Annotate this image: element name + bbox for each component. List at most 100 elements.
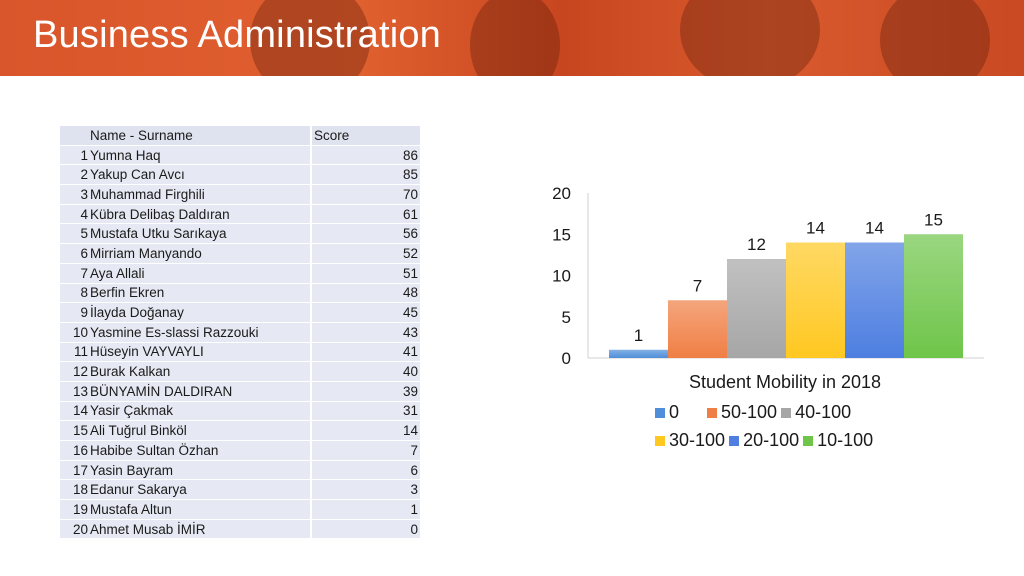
row-index: 1: [60, 145, 88, 166]
y-tick-label: 0: [562, 349, 571, 368]
scores-table: Name - Surname Score 1 Yumna Haq 86 2 Yakup …: [60, 126, 420, 540]
row-score: 39: [312, 381, 420, 402]
table-row: 3 Muhammad Firghili 70: [60, 185, 420, 205]
row-index: 20: [60, 519, 88, 540]
row-name: Ahmet Musab İMİR: [88, 519, 312, 540]
table-row: 18 Edanur Sakarya 3: [60, 480, 420, 501]
y-tick-label: 5: [562, 308, 571, 327]
row-name: Ali Tuğrul Binköl: [88, 421, 312, 441]
row-score: 0: [312, 519, 420, 540]
row-name: Mustafa Utku Sarıkaya: [88, 224, 312, 245]
row-name: İlayda Doğanay: [88, 303, 312, 323]
row-index: 12: [60, 362, 88, 382]
table-row: 15 Ali Tuğrul Binköl 14: [60, 421, 420, 441]
row-index: 6: [60, 244, 88, 264]
data-label: 12: [747, 235, 766, 254]
header-score: Score: [312, 126, 420, 146]
row-score: 1: [312, 500, 420, 520]
chart-legend: 0 50-100 40-100: [655, 402, 855, 423]
row-score: 7: [312, 441, 420, 461]
banner-decoration: [250, 0, 370, 76]
row-index: 14: [60, 401, 88, 422]
legend-label: 50-100: [721, 402, 778, 422]
row-name: Yasir Çakmak: [88, 401, 312, 422]
row-index: 13: [60, 381, 88, 402]
banner-decoration: [680, 0, 820, 76]
y-tick-label: 20: [552, 184, 571, 203]
row-score: 40: [312, 362, 420, 382]
table-row: 5 Mustafa Utku Sarıkaya 56: [60, 224, 420, 245]
legend-swatch: [655, 407, 665, 418]
legend-item: 30-100: [655, 430, 725, 451]
data-label: 7: [693, 276, 702, 295]
row-index: 2: [60, 165, 88, 186]
table-row: 9 İlayda Doğanay 45: [60, 303, 420, 323]
legend-label: 0: [669, 402, 680, 422]
row-index: 17: [60, 460, 88, 481]
row-name: Mustafa Altun: [88, 500, 312, 520]
row-index: 3: [60, 185, 88, 205]
row-index: 4: [60, 204, 88, 225]
row-index: 7: [60, 263, 88, 284]
row-index: 15: [60, 421, 88, 441]
row-score: 56: [312, 224, 420, 245]
row-index: 8: [60, 283, 88, 304]
row-name: Yumna Haq: [88, 145, 312, 166]
data-label: 14: [865, 219, 884, 238]
banner-decoration: [880, 0, 990, 76]
row-name: Hüseyin VAYVAYLI: [88, 342, 312, 363]
table-row: 10 Yasmine Es-slassi Razzouki 43: [60, 322, 420, 343]
legend-item: 0: [655, 402, 679, 423]
row-name: Berfin Ekren: [88, 283, 312, 304]
header-index: [60, 126, 88, 146]
row-index: 5: [60, 224, 88, 245]
table-row: 8 Berfin Ekren 48: [60, 283, 420, 304]
table-header-row: Name - Surname Score: [60, 126, 420, 146]
data-label: 15: [924, 210, 943, 229]
header-banner: Business Administration: [0, 0, 1024, 76]
legend-swatch: [707, 407, 718, 418]
row-index: 18: [60, 480, 88, 501]
row-score: 51: [312, 263, 420, 284]
row-score: 6: [312, 460, 420, 481]
row-name: Burak Kalkan: [88, 362, 312, 382]
row-index: 10: [60, 322, 88, 343]
table-row: 17 Yasin Bayram 6: [60, 460, 420, 481]
legend-label: 30-100: [669, 430, 726, 450]
y-tick-label: 10: [552, 267, 571, 286]
bar-0: [609, 349, 668, 358]
legend-label: 40-100: [795, 402, 852, 422]
table-row: 19 Mustafa Altun 1: [60, 500, 420, 520]
bar-30-100: [786, 242, 845, 358]
row-score: 70: [312, 185, 420, 205]
row-index: 19: [60, 500, 88, 520]
row-score: 3: [312, 480, 420, 501]
row-index: 9: [60, 303, 88, 323]
x-axis-label: Student Mobility in 2018: [689, 372, 881, 392]
row-name: Kübra Delibaş Daldıran: [88, 204, 312, 225]
table-row: 13 BÜNYAMİN DALDIRAN 39: [60, 381, 420, 402]
table-row: 1 Yumna Haq 86: [60, 145, 420, 166]
table-row: 14 Yasir Çakmak 31: [60, 401, 420, 422]
data-label: 14: [806, 219, 825, 238]
table-row: 16 Habibe Sultan Özhan 7: [60, 441, 420, 461]
legend-item: 10-100: [803, 430, 873, 451]
legend-label: 10-100: [817, 430, 874, 450]
row-score: 41: [312, 342, 420, 363]
row-name: Muhammad Firghili: [88, 185, 312, 205]
table-row: 6 Mirriam Manyando 52: [60, 244, 420, 264]
row-name: Aya Allali: [88, 263, 312, 284]
header-name: Name - Surname: [88, 126, 312, 146]
row-score: 86: [312, 145, 420, 166]
legend-item: 20-100: [729, 430, 799, 451]
table-row: 12 Burak Kalkan 40: [60, 362, 420, 382]
row-name: Edanur Sakarya: [88, 480, 312, 501]
legend-item: 50-100: [707, 402, 777, 423]
table-row: 4 Kübra Delibaş Daldıran 61: [60, 204, 420, 225]
row-index: 16: [60, 441, 88, 461]
row-name: Yakup Can Avcı: [88, 165, 312, 186]
row-score: 85: [312, 165, 420, 186]
row-score: 48: [312, 283, 420, 304]
bar-20-100: [845, 242, 904, 358]
row-name: Habibe Sultan Özhan: [88, 441, 312, 461]
